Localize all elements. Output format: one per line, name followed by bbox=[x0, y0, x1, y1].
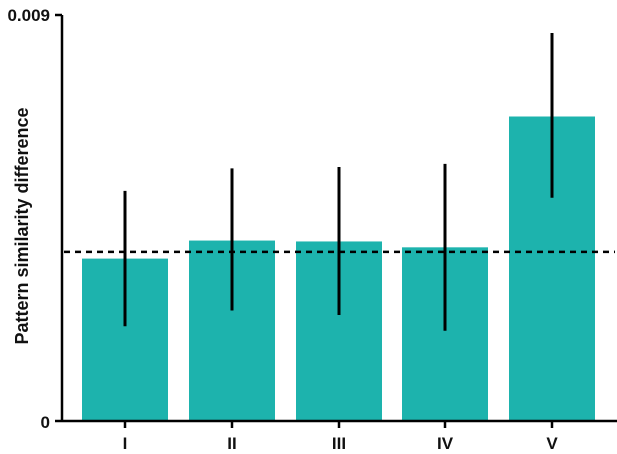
x-tick-label-iii: III bbox=[332, 434, 346, 453]
y-tick-label-min: 0 bbox=[41, 413, 50, 432]
x-tick-label-i: I bbox=[123, 434, 128, 453]
x-tick-labels-layer: I II III IV V bbox=[123, 421, 558, 453]
y-tick-label-max: 0.009 bbox=[7, 6, 50, 25]
axes-layer: 0.009 0 Pattern similarity difference bbox=[7, 6, 617, 432]
x-tick-label-v: V bbox=[546, 434, 558, 453]
y-axis-title: Pattern similarity difference bbox=[12, 107, 32, 344]
error-bars-layer bbox=[123, 33, 554, 331]
x-tick-label-iv: IV bbox=[437, 434, 454, 453]
x-tick-label-ii: II bbox=[227, 434, 236, 453]
